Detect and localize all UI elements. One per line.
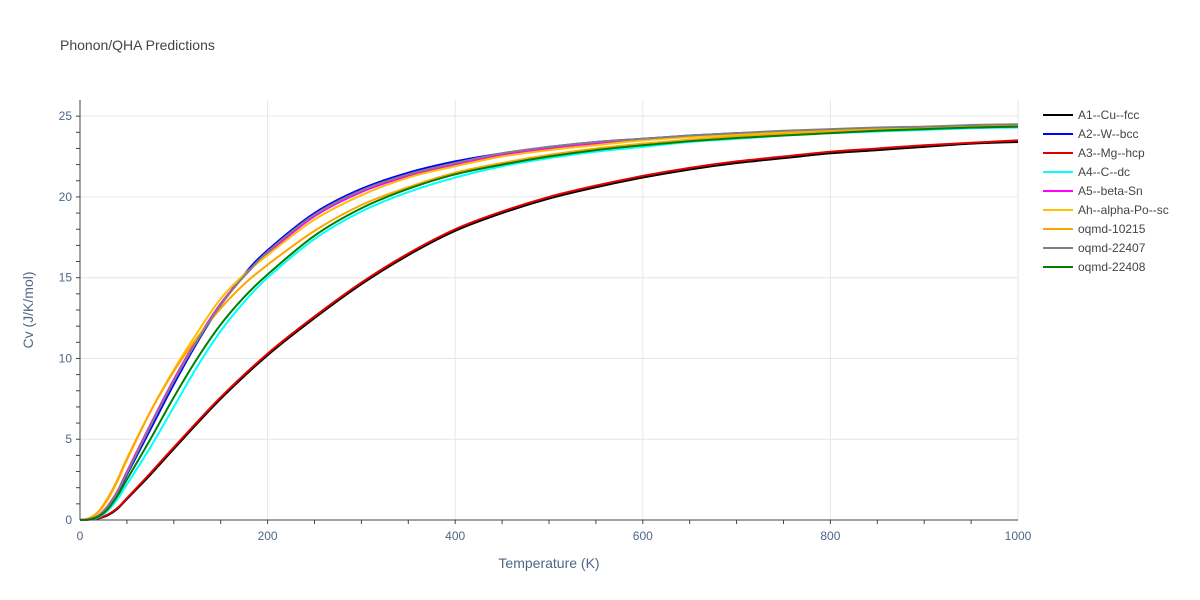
y-tick-label: 15	[59, 271, 73, 285]
legend-item-label: oqmd-22407	[1078, 241, 1146, 255]
x-tick-label: 1000	[1005, 529, 1032, 543]
legend-item-label: A4--C--dc	[1078, 165, 1130, 179]
series-line-oqmd-22408	[79, 125, 1019, 521]
series-lines	[79, 123, 1019, 521]
legend-item-label: A2--W--bcc	[1078, 127, 1138, 141]
x-tick-label: 600	[633, 529, 653, 543]
gridlines	[80, 100, 1019, 520]
x-tick-label: 200	[258, 529, 278, 543]
x-tick-label: 800	[820, 529, 840, 543]
x-tick-label: 400	[445, 529, 465, 543]
tick-labels: 0 5 10 15 20 25 0 200 400 600 800 1000	[59, 109, 1032, 543]
axes	[76, 100, 1018, 524]
x-tick-label: 0	[77, 529, 84, 543]
series-line-Ah--alpha-Po--sc	[79, 124, 1019, 521]
legend-item-label: Ah--alpha-Po--sc	[1078, 203, 1169, 217]
y-tick-label: 25	[59, 109, 73, 123]
x-axis-title: Temperature (K)	[498, 555, 599, 571]
series-line-oqmd-22407	[79, 123, 1019, 521]
series-line-A3--Mg--hcp	[79, 139, 1019, 521]
legend-item-label: A5--beta-Sn	[1078, 184, 1143, 198]
y-tick-label: 5	[65, 432, 72, 446]
y-tick-label: 0	[65, 513, 72, 527]
legend: A1--Cu--fcc A2--W--bcc A3--Mg--hcp A4--C--d…	[1043, 108, 1169, 274]
chart-title: Phonon/QHA Predictions	[60, 37, 215, 53]
y-tick-label: 20	[59, 190, 73, 204]
legend-item-label: oqmd-10215	[1078, 222, 1146, 236]
legend-item-label: oqmd-22408	[1078, 260, 1146, 274]
y-axis-title: Cv (J/K/mol)	[20, 272, 36, 349]
series-line-oqmd-10215	[79, 124, 1019, 521]
legend-item-label: A1--Cu--fcc	[1078, 108, 1139, 122]
y-tick-label: 10	[59, 351, 73, 365]
legend-item-label: A3--Mg--hcp	[1078, 146, 1145, 160]
